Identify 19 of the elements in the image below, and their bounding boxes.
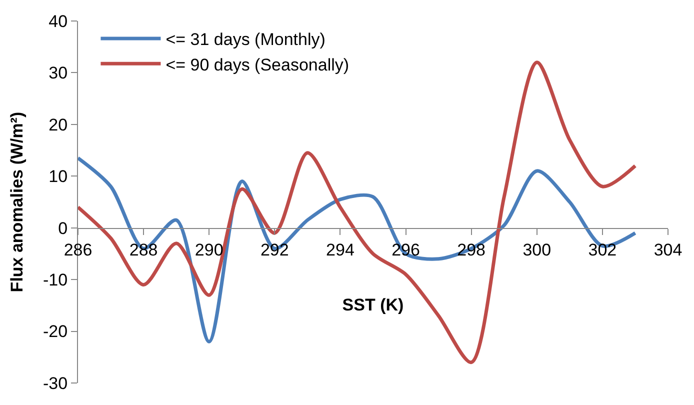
- y-tick-label: 30: [48, 64, 68, 83]
- y-tick-label: -30: [43, 374, 68, 393]
- x-tick-label: 288: [129, 240, 158, 260]
- x-tick-label: 304: [654, 240, 682, 260]
- legend-label: <= 90 days (Seasonally): [166, 55, 350, 74]
- y-axis-title: Flux anomalies (W/m²): [8, 112, 27, 292]
- x-tick-label: 302: [588, 240, 617, 260]
- legend-label: <= 31 days (Monthly): [166, 30, 326, 50]
- x-tick-label: 300: [522, 240, 552, 260]
- x-tick-label: 286: [64, 240, 92, 260]
- y-tick-label: -20: [43, 322, 68, 342]
- y-tick-label: 10: [48, 167, 68, 186]
- y-tick-label: -10: [43, 270, 68, 290]
- y-tick-label: 40: [48, 12, 68, 31]
- x-tick-label: 294: [326, 240, 354, 260]
- y-tick-label: 0: [58, 218, 68, 238]
- y-tick-label: 20: [48, 115, 68, 134]
- x-axis-title: SST (K): [342, 296, 404, 315]
- x-tick-label: 292: [260, 240, 289, 260]
